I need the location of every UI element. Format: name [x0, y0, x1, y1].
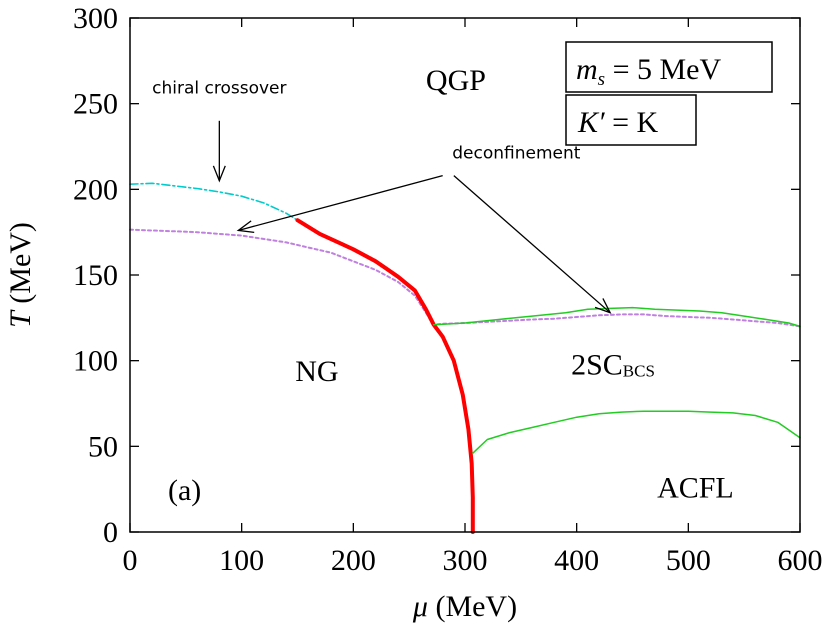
svg-text:ms = 5 MeV: ms = 5 MeV [576, 53, 721, 90]
y-tick-label: 200 [73, 173, 118, 206]
region-label: NG [295, 355, 338, 388]
svg-text:K′ = K: K′ = K [577, 106, 658, 139]
region-label: ACFL [657, 472, 734, 505]
x-tick-label: 200 [331, 544, 376, 577]
x-tick-label: 500 [666, 544, 711, 577]
x-tick-label: 300 [443, 544, 488, 577]
panel-label: (a) [168, 474, 201, 507]
param-box-mass: ms = 5 MeV [565, 41, 773, 93]
y-tick-label: 150 [73, 259, 118, 292]
x-tick-label: 600 [778, 544, 823, 577]
param-box-coupling: K′ = K [565, 94, 697, 146]
annotation-label: chiral crossover [152, 78, 286, 98]
y-axis-label: T (MeV) [4, 222, 37, 328]
series-line-0 [129, 182, 299, 221]
annotation-label: deconfinement [452, 143, 581, 163]
series-line-2 [295, 218, 475, 534]
x-tick-label: 0 [123, 544, 138, 577]
annotation-arrow-2 [453, 175, 611, 314]
x-tick-label: 100 [219, 544, 264, 577]
arrow-layer [212, 120, 612, 314]
series-line-4 [472, 410, 801, 454]
annotation-arrowhead-2 [594, 298, 612, 314]
label-layer: QGP NG 2SCBCS ACFL chiral crossover deconfine… [152, 64, 734, 505]
y-tick-label: 50 [88, 430, 118, 463]
y-tick-label: 100 [73, 345, 118, 378]
tick-layer: 0 100 200 300 400 500 600 0 50 100 150 200 250 300 [73, 2, 823, 577]
series-layer [129, 182, 801, 534]
region-label: QGP [426, 64, 486, 97]
x-axis-label: μ (MeV) [412, 590, 517, 623]
annotation-arrow-1 [238, 174, 443, 232]
region-label: 2SCBCS [571, 348, 655, 381]
annotation-arrowhead-1 [236, 220, 255, 233]
y-tick-label: 0 [103, 516, 118, 549]
series-line-3 [432, 306, 801, 328]
y-tick-label: 250 [73, 88, 118, 121]
x-tick-label: 400 [554, 544, 599, 577]
annotation-arrowhead-0 [212, 165, 226, 183]
y-tick-label: 300 [73, 2, 118, 35]
